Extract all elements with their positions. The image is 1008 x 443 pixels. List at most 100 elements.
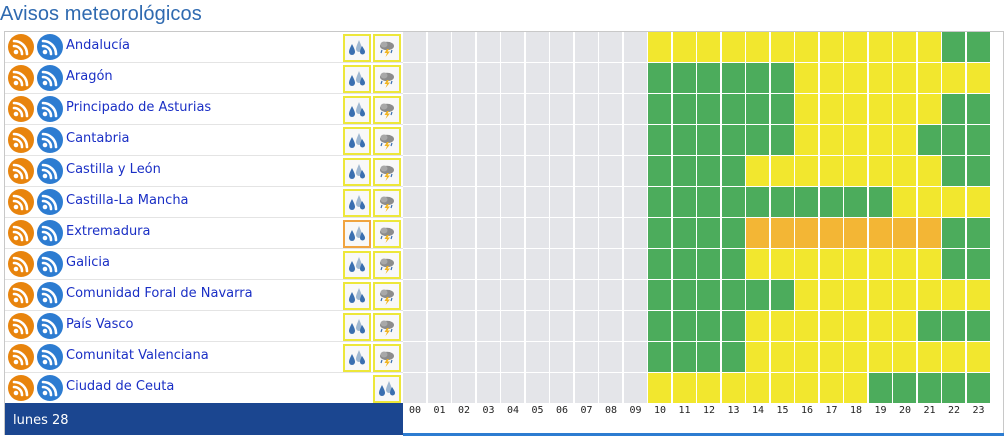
alert-cell[interactable] xyxy=(697,342,721,373)
alert-cell[interactable] xyxy=(623,342,648,373)
storm-icon[interactable] xyxy=(373,189,401,217)
alert-cell[interactable] xyxy=(599,63,623,94)
alert-cell[interactable] xyxy=(893,280,917,311)
alert-cell[interactable] xyxy=(868,125,893,156)
alert-cell[interactable] xyxy=(427,156,452,187)
storm-icon[interactable] xyxy=(373,96,401,124)
alert-cell[interactable] xyxy=(697,249,721,280)
alert-cell[interactable] xyxy=(819,156,844,187)
alert-cell[interactable] xyxy=(893,94,917,125)
alert-cell[interactable] xyxy=(648,249,672,280)
alert-cell[interactable] xyxy=(648,94,672,125)
alert-cell[interactable] xyxy=(966,63,991,94)
alert-cell[interactable] xyxy=(623,280,648,311)
alert-cell[interactable] xyxy=(917,311,942,342)
rss-feed-icon[interactable] xyxy=(37,34,63,60)
alert-cell[interactable] xyxy=(893,311,917,342)
alert-cell[interactable] xyxy=(403,94,427,125)
rss-feed-icon[interactable] xyxy=(37,375,63,401)
storm-icon[interactable] xyxy=(373,251,401,279)
alert-cell[interactable] xyxy=(550,342,574,373)
alert-cell[interactable] xyxy=(452,342,476,373)
alert-cell[interactable] xyxy=(501,218,525,249)
alert-cell[interactable] xyxy=(795,63,819,94)
alert-cell[interactable] xyxy=(550,156,574,187)
alert-cell[interactable] xyxy=(648,63,672,94)
alert-cell[interactable] xyxy=(795,280,819,311)
rss-feed-icon[interactable] xyxy=(8,65,34,91)
alert-cell[interactable] xyxy=(452,32,476,63)
alert-cell[interactable] xyxy=(452,373,476,404)
alert-cell[interactable] xyxy=(427,63,452,94)
alert-cell[interactable] xyxy=(525,32,550,63)
storm-icon[interactable] xyxy=(373,127,401,155)
alert-cell[interactable] xyxy=(574,342,599,373)
alert-cell[interactable] xyxy=(452,156,476,187)
alert-cell[interactable] xyxy=(550,280,574,311)
alert-cell[interactable] xyxy=(746,373,770,404)
alert-cell[interactable] xyxy=(525,342,550,373)
alert-cell[interactable] xyxy=(623,94,648,125)
alert-cell[interactable] xyxy=(819,218,844,249)
region-link[interactable]: Galicia xyxy=(66,255,110,270)
alert-cell[interactable] xyxy=(795,249,819,280)
alert-cell[interactable] xyxy=(476,311,501,342)
alert-cell[interactable] xyxy=(966,32,991,63)
alert-cell[interactable] xyxy=(452,125,476,156)
alert-cell[interactable] xyxy=(697,280,721,311)
rain-icon[interactable] xyxy=(343,251,371,279)
alert-cell[interactable] xyxy=(697,32,721,63)
alert-cell[interactable] xyxy=(525,94,550,125)
alert-cell[interactable] xyxy=(721,280,746,311)
alert-cell[interactable] xyxy=(966,187,991,218)
alert-cell[interactable] xyxy=(525,63,550,94)
alert-cell[interactable] xyxy=(648,280,672,311)
region-link[interactable]: País Vasco xyxy=(66,317,134,332)
rain-icon[interactable] xyxy=(343,344,371,372)
alert-cell[interactable] xyxy=(574,249,599,280)
alert-cell[interactable] xyxy=(795,156,819,187)
storm-icon[interactable] xyxy=(373,34,401,62)
alert-cell[interactable] xyxy=(746,94,770,125)
alert-cell[interactable] xyxy=(697,218,721,249)
storm-icon[interactable] xyxy=(373,282,401,310)
rain-icon[interactable] xyxy=(343,313,371,341)
alert-cell[interactable] xyxy=(623,156,648,187)
alert-cell[interactable] xyxy=(819,94,844,125)
alert-cell[interactable] xyxy=(672,342,697,373)
alert-cell[interactable] xyxy=(819,342,844,373)
alert-cell[interactable] xyxy=(844,94,868,125)
rain-icon[interactable] xyxy=(343,34,371,62)
alert-cell[interactable] xyxy=(917,63,942,94)
alert-cell[interactable] xyxy=(501,187,525,218)
rss-feed-icon[interactable] xyxy=(8,158,34,184)
alert-cell[interactable] xyxy=(917,187,942,218)
alert-cell[interactable] xyxy=(917,218,942,249)
alert-cell[interactable] xyxy=(550,218,574,249)
region-link[interactable]: Aragón xyxy=(66,69,113,84)
alert-cell[interactable] xyxy=(893,125,917,156)
alert-cell[interactable] xyxy=(868,342,893,373)
rss-feed-icon[interactable] xyxy=(37,313,63,339)
alert-cell[interactable] xyxy=(770,94,795,125)
alert-cell[interactable] xyxy=(819,32,844,63)
alert-cell[interactable] xyxy=(966,125,991,156)
rss-feed-icon[interactable] xyxy=(37,65,63,91)
alert-cell[interactable] xyxy=(427,218,452,249)
alert-cell[interactable] xyxy=(648,187,672,218)
alert-cell[interactable] xyxy=(574,63,599,94)
alert-cell[interactable] xyxy=(966,94,991,125)
alert-cell[interactable] xyxy=(672,311,697,342)
alert-cell[interactable] xyxy=(623,32,648,63)
alert-cell[interactable] xyxy=(868,32,893,63)
alert-cell[interactable] xyxy=(574,32,599,63)
alert-cell[interactable] xyxy=(427,94,452,125)
alert-cell[interactable] xyxy=(721,342,746,373)
alert-cell[interactable] xyxy=(746,125,770,156)
alert-cell[interactable] xyxy=(525,156,550,187)
alert-cell[interactable] xyxy=(476,156,501,187)
alert-cell[interactable] xyxy=(917,280,942,311)
alert-cell[interactable] xyxy=(917,94,942,125)
alert-cell[interactable] xyxy=(942,342,966,373)
alert-cell[interactable] xyxy=(550,187,574,218)
